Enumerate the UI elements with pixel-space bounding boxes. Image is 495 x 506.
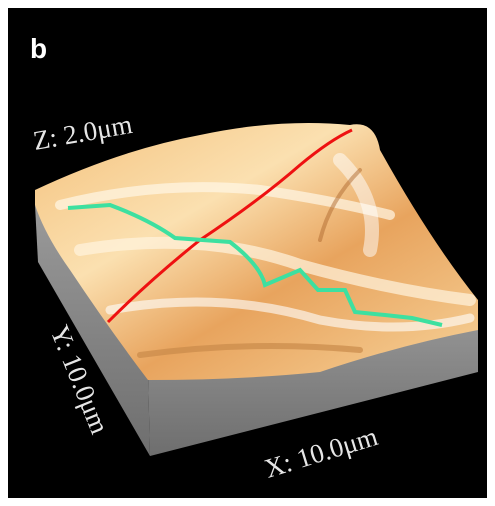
page: b Z: 2.0μm Y: 10.0μm X: 10.0μm (() => { …: [0, 0, 495, 506]
afm-figure: b Z: 2.0μm Y: 10.0μm X: 10.0μm: [0, 0, 495, 506]
panel-label: b: [30, 33, 47, 64]
